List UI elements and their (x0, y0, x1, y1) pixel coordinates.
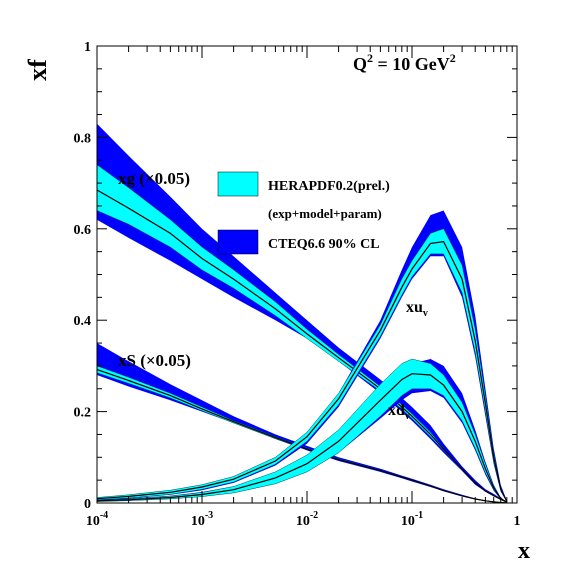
y-tick-label: 0.8 (74, 131, 92, 146)
x-tick-label: 10-1 (401, 510, 423, 529)
x-tick-label: 1 (514, 514, 521, 529)
scale-annotation: Q2 = 10 GeV2 (353, 51, 456, 74)
curve-label-xuv: xuv (406, 299, 428, 319)
curve-label-xdv: xdv (388, 402, 410, 422)
legend-label-herapdf-sub: (exp+model+param) (268, 206, 382, 221)
y-tick-label: 1 (84, 40, 91, 55)
y-tick-label: 0.2 (74, 406, 92, 421)
central-line-xuv (96, 240, 508, 502)
legend-swatch-herapdf (217, 171, 259, 197)
y-tick-label: 0.6 (74, 223, 92, 238)
legend-label-cteq: CTEQ6.6 90% CL (268, 237, 380, 252)
x-axis-label: x (518, 538, 530, 564)
y-tick-labels: 0 0.2 0.4 0.6 0.8 1 (74, 40, 92, 512)
central-line-xg (96, 189, 508, 503)
y-tick-label: 0 (84, 497, 91, 512)
y-tick-label: 0.4 (74, 314, 92, 329)
cteq-band-xdv (97, 359, 507, 503)
x-tick-label: 10-4 (86, 510, 108, 529)
x-tick-label: 10-3 (191, 510, 213, 529)
legend-label-herapdf: HERAPDF0.2(prel.) (268, 179, 390, 194)
y-axis-label: xf (23, 59, 52, 81)
x-tick-labels: 10-4 10-3 10-2 10-1 1 (86, 510, 521, 529)
curve-label-xs: xS (×0.05) (118, 351, 191, 370)
plot-frame (96, 45, 518, 504)
pdf-bands (96, 123, 508, 504)
x-tick-label: 10-2 (296, 510, 318, 529)
legend-swatch-cteq (217, 229, 259, 255)
curve-label-xg: xg (×0.05) (118, 169, 190, 188)
